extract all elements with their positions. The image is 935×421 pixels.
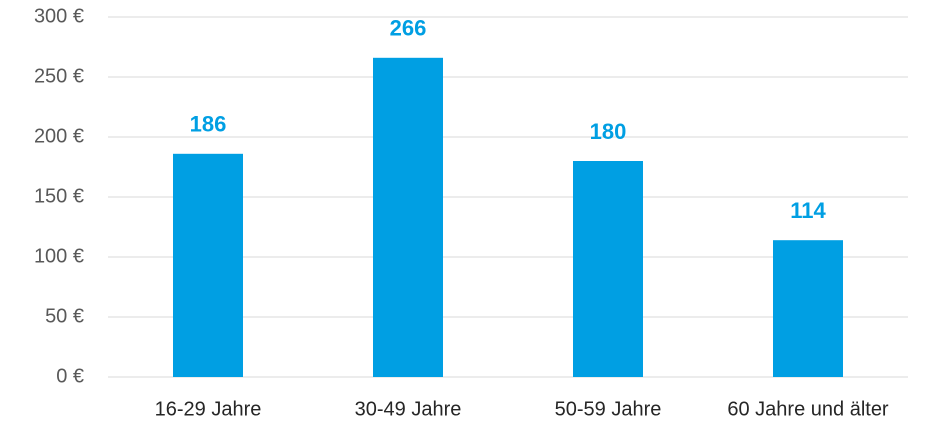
y-tick-label: 50 € [45, 305, 84, 327]
x-tick-label: 60 Jahre und älter [727, 398, 889, 420]
data-label: 114 [790, 198, 826, 223]
data-label: 180 [590, 119, 627, 144]
y-tick-label: 0 € [56, 365, 84, 387]
bar [373, 57, 443, 378]
data-label: 266 [390, 16, 427, 41]
bar [573, 161, 643, 377]
x-tick-label: 16-29 Jahre [155, 398, 262, 420]
x-tick-label: 30-49 Jahre [355, 398, 462, 420]
y-tick-label: 200 € [34, 125, 84, 147]
y-tick-label: 250 € [34, 65, 84, 87]
y-tick-label: 150 € [34, 185, 84, 207]
bar [773, 240, 843, 377]
x-tick-label: 50-59 Jahre [555, 398, 662, 420]
y-tick-label: 100 € [34, 245, 84, 267]
data-label: 186 [190, 112, 227, 137]
y-tick-label: 300 € [34, 5, 84, 27]
bar [173, 153, 243, 377]
